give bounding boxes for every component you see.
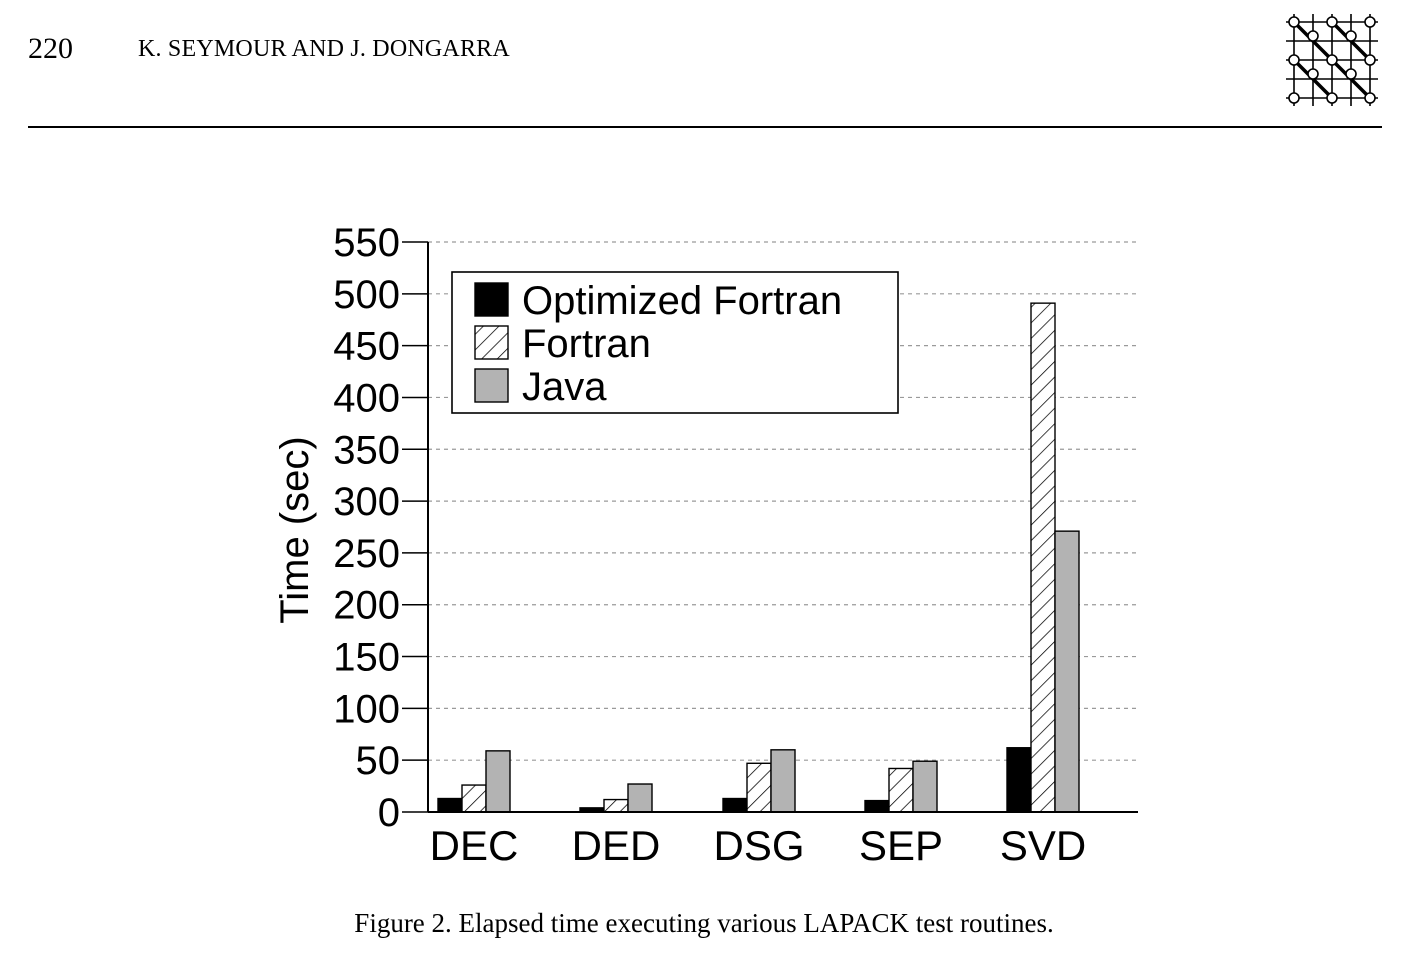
bar-java-dsg [770,749,796,813]
legend-label: Java [522,365,607,409]
page-number: 220 [28,32,73,65]
bar-chart: 0 50 100 150 200 250 300 350 400 450 500 550 DEC DED… [273,221,1138,869]
bar-optimized-fortran-dec [437,797,463,813]
bar-java-dec [485,750,511,813]
x-category-label: SEP [859,822,943,869]
legend-swatch [474,282,509,317]
bar-optimized-fortran-svd [1006,747,1032,813]
y-tick-label: 250 [333,532,400,576]
y-tick-label: 100 [333,687,400,731]
bar-fortran-ded [603,798,629,813]
y-axis-label: Time (sec) [273,436,317,623]
legend-swatch [474,325,509,360]
header-rule [28,126,1382,128]
x-category-label: DED [572,822,661,869]
y-tick-label: 150 [333,636,400,680]
y-tick-labels: 0 50 100 150 200 250 300 350 400 450 500 550 [333,221,400,835]
bar-fortran-dec [461,784,487,813]
journal-logo-icon [1286,14,1378,106]
y-tick-label: 300 [333,480,400,524]
x-category-labels: DEC DED DSG SEP SVD [430,822,1087,869]
bar-fortran-svd [1030,302,1056,813]
bar-fortran-dsg [746,762,772,813]
bar-optimized-fortran-sep [864,799,890,813]
axes [402,241,1138,813]
legend-swatch [474,368,509,403]
y-tick-label: 400 [333,376,400,420]
legend-label: Optimized Fortran [522,279,842,323]
bar-java-ded [627,783,653,813]
y-tick-label: 0 [378,791,400,835]
x-category-label: SVD [1000,822,1086,869]
y-tick-label: 450 [333,325,400,369]
bar-java-svd [1054,530,1080,813]
y-tick-label: 50 [356,739,401,783]
bar-optimized-fortran-dsg [722,797,748,813]
bar-java-sep [912,760,938,813]
legend-box [451,271,899,414]
y-tick-label: 500 [333,273,400,317]
y-tick-label: 350 [333,428,400,472]
y-tick-label: 200 [333,584,400,628]
x-category-label: DEC [430,822,519,869]
y-tick-label: 550 [333,221,400,265]
bar-fortran-sep [888,767,914,813]
legend-label: Fortran [522,322,651,366]
running-head: K. SEYMOUR AND J. DONGARRA [138,36,510,62]
figure-caption: Figure 2. Elapsed time executing various… [354,908,1054,938]
x-category-label: DSG [713,822,804,869]
